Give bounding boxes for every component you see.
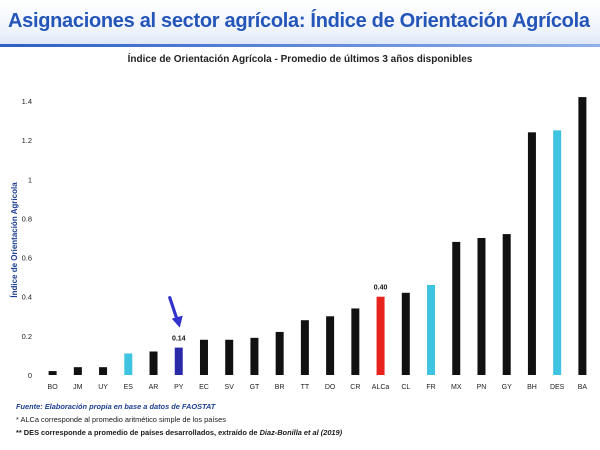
x-tick-label: EC xyxy=(199,384,209,391)
y-tick-label: 1.4 xyxy=(22,97,32,106)
slide-header: Asignaciones al sector agrícola: Índice … xyxy=(0,0,600,46)
y-axis-ticks: 0 0.2 0.4 0.6 0.8 1 1.2 1.4 xyxy=(22,97,32,380)
bar-ar xyxy=(149,351,158,375)
x-tick-label: PY xyxy=(174,384,184,391)
footnote-des-reference: Diaz-Bonilla et al (2019) xyxy=(259,428,343,437)
data-label-alca: 0.40 xyxy=(374,285,388,292)
bar-des xyxy=(553,130,562,375)
y-tick-label: 0.2 xyxy=(22,332,32,341)
footnote-des: ** DES corresponde a promedio de países … xyxy=(16,426,591,439)
footnote-des-text: ** DES corresponde a promedio de países … xyxy=(16,428,260,437)
bar-ec xyxy=(199,339,208,375)
y-tick-label: 0.4 xyxy=(22,293,32,302)
x-tick-label: BR xyxy=(275,384,285,391)
footnote-alca: * ALCa corresponde al promedio aritmétic… xyxy=(16,415,226,424)
bar-ba xyxy=(578,97,587,376)
chart-footer: Fuente: Elaboración propia en base a dat… xyxy=(16,400,591,439)
bar-pn xyxy=(477,238,486,375)
bar-alca xyxy=(376,296,385,375)
y-axis-label: Índice de Orientación Agrícola xyxy=(10,182,19,298)
y-tick-label: 0 xyxy=(28,371,32,380)
bar-bo xyxy=(48,371,57,375)
x-tick-label: FR xyxy=(426,384,435,391)
x-axis-ticks: BO JM UY ES AR PY EC SV GT BR TT DO CR ALCa CL FR MX PN GY… xyxy=(48,384,588,391)
bar-mx xyxy=(452,241,461,375)
x-tick-label: PN xyxy=(477,384,487,391)
x-tick-label: TT xyxy=(301,384,310,391)
bar-gt xyxy=(250,337,259,375)
x-tick-label: UY xyxy=(98,384,108,391)
annotations xyxy=(168,296,183,328)
bar-cl xyxy=(401,292,410,375)
y-tick-label: 1.2 xyxy=(22,136,32,145)
bar-gy xyxy=(502,234,511,375)
bar-jm xyxy=(73,367,82,375)
bars xyxy=(48,97,587,376)
slide-title: Asignaciones al sector agrícola: Índice … xyxy=(8,10,590,32)
x-tick-label: ES xyxy=(124,384,134,391)
bar-br xyxy=(275,331,284,375)
bar-sv xyxy=(225,339,234,375)
arrow-head xyxy=(171,315,183,328)
x-tick-label: SV xyxy=(225,384,235,391)
x-tick-label: JM xyxy=(73,384,83,391)
x-tick-label: GY xyxy=(502,384,512,391)
bar-fr xyxy=(427,284,436,375)
x-tick-label: ALCa xyxy=(372,384,390,391)
bar-tt xyxy=(300,320,309,375)
x-tick-label: GT xyxy=(250,384,260,391)
x-tick-label: CR xyxy=(350,384,360,391)
data-label-py: 0.14 xyxy=(172,336,186,343)
bar-py xyxy=(174,347,183,375)
x-tick-label: DES xyxy=(550,384,565,391)
down-arrow-icon xyxy=(168,296,183,328)
y-tick-label: 0.8 xyxy=(22,214,32,223)
title-accent-bar xyxy=(0,44,600,47)
x-tick-label: AR xyxy=(149,384,159,391)
bar-cr xyxy=(351,308,360,375)
bar-es xyxy=(124,353,133,375)
bar-uy xyxy=(99,367,108,375)
chart-title: Índice de Orientación Agrícola - Promedi… xyxy=(128,52,473,65)
x-tick-label: MX xyxy=(451,384,462,391)
x-tick-label: CL xyxy=(401,384,410,391)
bar-bh xyxy=(527,132,536,375)
x-tick-label: BA xyxy=(578,384,588,391)
x-tick-label: DO xyxy=(325,384,336,391)
bar-do xyxy=(326,316,335,375)
y-tick-label: 0.6 xyxy=(22,254,32,263)
y-tick-label: 1 xyxy=(28,175,32,184)
bar-chart: Índice de Orientación Agrícola - Promedi… xyxy=(10,52,588,391)
x-tick-label: BO xyxy=(48,384,59,391)
data-labels: 0.14 0.40 xyxy=(172,285,388,343)
x-tick-label: BH xyxy=(527,384,537,391)
source-note: Fuente: Elaboración propia en base a dat… xyxy=(16,402,216,411)
